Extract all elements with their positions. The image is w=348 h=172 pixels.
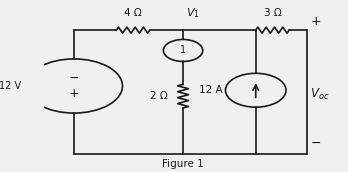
Text: Figure 1: Figure 1 (162, 159, 204, 169)
Text: −: − (69, 72, 79, 85)
Text: 3 Ω: 3 Ω (263, 8, 281, 18)
Text: $V_{oc}$: $V_{oc}$ (310, 87, 330, 102)
Text: 2 Ω: 2 Ω (150, 91, 168, 101)
Text: 12 V: 12 V (0, 81, 21, 91)
Text: −: − (310, 137, 321, 150)
Text: 12 A: 12 A (199, 85, 222, 95)
Text: 4 Ω: 4 Ω (124, 8, 142, 18)
Text: +: + (310, 15, 321, 28)
Text: +: + (69, 87, 79, 100)
Text: 1: 1 (180, 45, 186, 55)
Text: $V_1$: $V_1$ (186, 6, 200, 20)
